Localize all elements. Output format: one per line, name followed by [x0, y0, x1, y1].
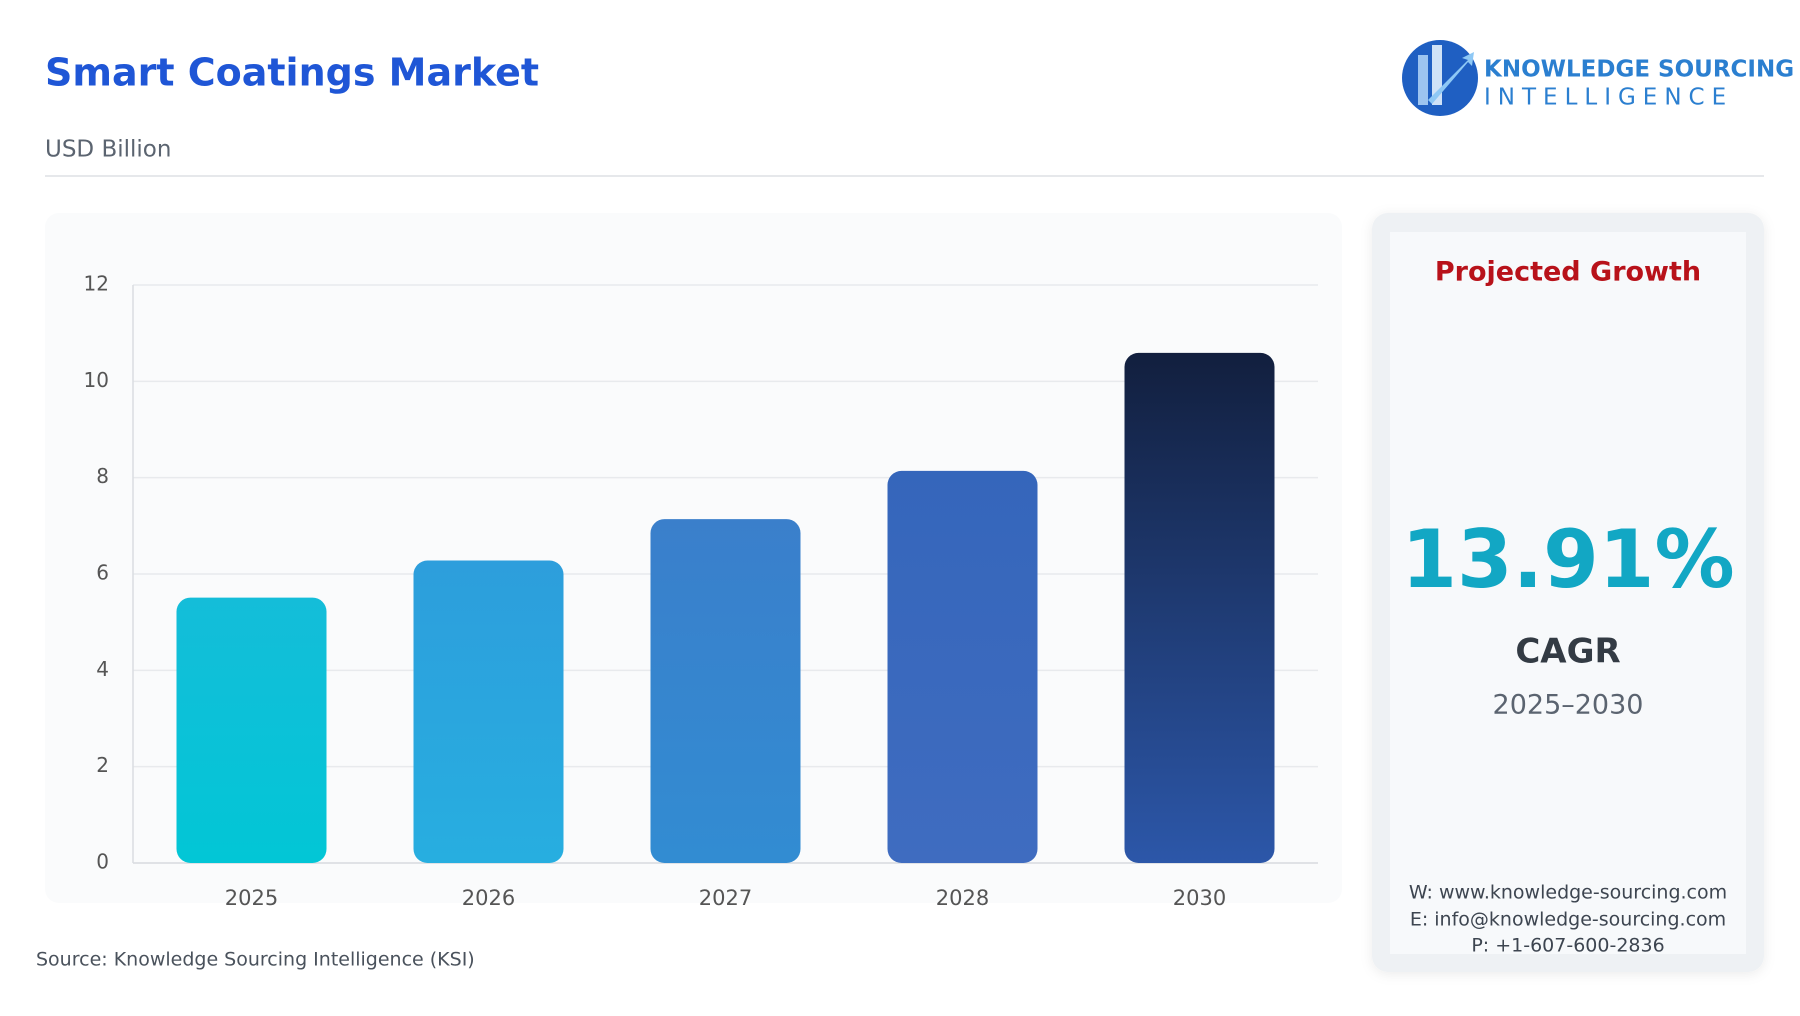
bar [887, 470, 1038, 863]
cagr-label: CAGR [1515, 632, 1620, 672]
cagr-period: 2025–2030 [1493, 690, 1644, 721]
bar [1124, 352, 1275, 863]
logo-icon [1418, 55, 1428, 105]
contact: P: +1-607-600-2836 [1471, 935, 1664, 957]
x-tick-label: 2025 [225, 886, 278, 910]
y-tick-label: 4 [96, 657, 109, 681]
card-heading: Projected Growth [1435, 257, 1701, 288]
contact: E: info@knowledge-sourcing.com [1410, 909, 1726, 931]
bar [176, 597, 327, 863]
growth-card-inner [1390, 232, 1746, 954]
logo-icon [1428, 52, 1474, 104]
bar [650, 519, 801, 863]
title: Smart Coatings Market [45, 51, 539, 95]
y-tick-label: 0 [96, 850, 109, 874]
y-tick-label: 12 [84, 272, 109, 296]
y-tick-label: 10 [84, 368, 109, 392]
logo: KNOWLEDGE SOURCING INTELLIGENCE [1402, 40, 1794, 116]
y-tick-label: 8 [96, 464, 109, 488]
logo-text: KNOWLEDGE SOURCING [1484, 57, 1794, 83]
x-tick-label: 2026 [462, 886, 515, 910]
x-tick-label: 2028 [936, 886, 989, 910]
x-tick-label: 2027 [699, 886, 752, 910]
logo-text: INTELLIGENCE [1484, 85, 1733, 111]
logo-icon [1432, 45, 1442, 105]
y-tick-label: 2 [96, 753, 109, 777]
y-tick-label: 6 [96, 561, 109, 585]
cagr-value: 13.91% [1401, 513, 1734, 606]
x-tick-label: 2030 [1173, 886, 1226, 910]
source: Source: Knowledge Sourcing Intelligence … [36, 949, 475, 971]
contact: W: www.knowledge-sourcing.com [1409, 882, 1727, 904]
bar [413, 560, 564, 863]
subtitle: USD Billion [45, 137, 171, 163]
